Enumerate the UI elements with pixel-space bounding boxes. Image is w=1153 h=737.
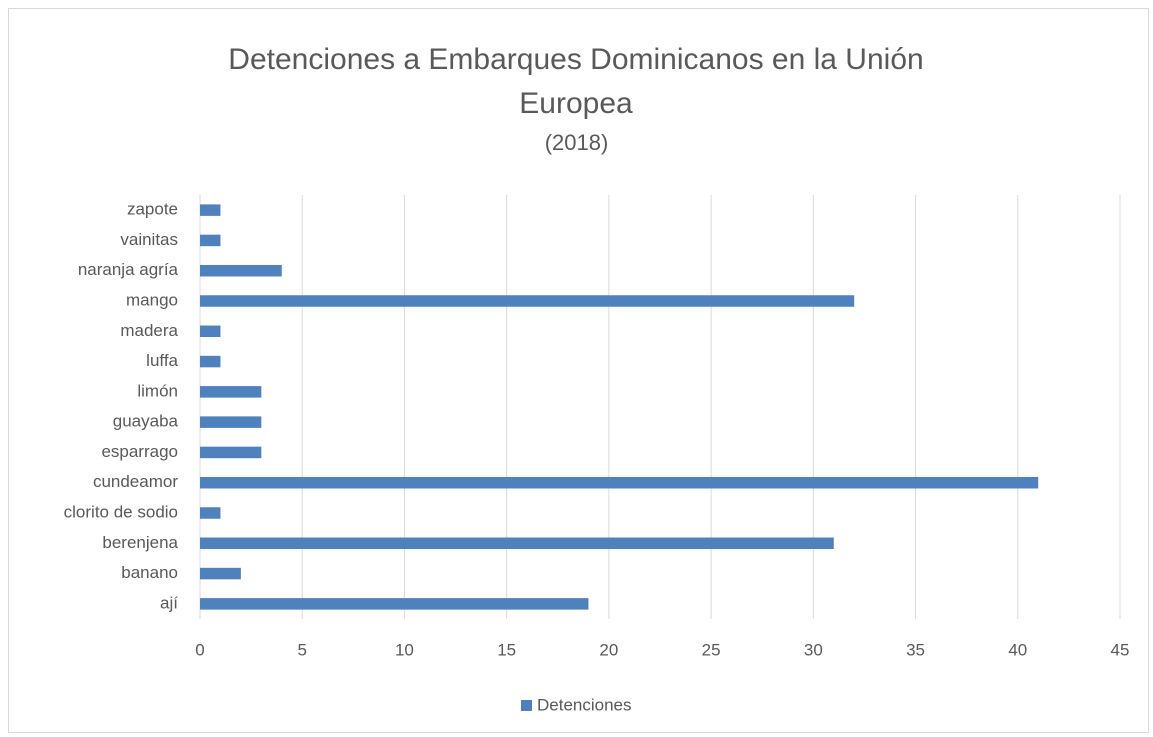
bar	[200, 234, 221, 247]
y-tick-label: esparrago	[101, 442, 178, 461]
x-tick-label: 30	[804, 640, 823, 659]
y-tick-label: limón	[137, 381, 178, 400]
bar	[200, 416, 262, 428]
x-tick-label: 25	[702, 640, 721, 659]
chart-subtitle: (2018)	[544, 130, 609, 155]
bar	[200, 295, 855, 307]
y-tick-label: clorito de sodio	[64, 502, 178, 521]
x-tick-label: 10	[395, 640, 414, 659]
x-tick-label: 0	[195, 640, 204, 659]
x-tick-label: 40	[1008, 640, 1027, 659]
bar	[200, 446, 262, 459]
bar	[200, 507, 221, 519]
y-tick-label: mango	[126, 290, 178, 309]
y-tick-label: naranja agría	[78, 260, 179, 279]
bar	[200, 476, 1039, 489]
y-tick-label: zapote	[127, 200, 178, 219]
y-tick-label: banano	[121, 563, 178, 582]
x-tick-label: 15	[497, 640, 516, 659]
bar	[200, 264, 282, 277]
bar	[200, 598, 589, 610]
bar	[200, 386, 262, 398]
y-tick-label: cundeamor	[93, 472, 178, 491]
y-tick-label: vainitas	[120, 230, 178, 249]
x-tick-label: 35	[906, 640, 925, 659]
legend-label: Detenciones	[537, 695, 632, 714]
x-tick-label: 45	[1111, 640, 1130, 659]
x-tick-label: 5	[297, 640, 306, 659]
chart-title: Detenciones a Embarques Dominicanos en l…	[228, 43, 924, 120]
bar	[200, 567, 241, 580]
bar	[200, 204, 221, 216]
x-tick-label: 20	[599, 640, 618, 659]
bar	[200, 537, 834, 550]
y-tick-label: guayaba	[113, 412, 179, 431]
legend-swatch	[521, 700, 532, 711]
y-tick-label: berenjena	[102, 533, 178, 552]
y-tick-label: madera	[120, 321, 178, 340]
chart-border	[8, 8, 1149, 733]
bar	[200, 355, 221, 368]
y-tick-label: luffa	[146, 351, 178, 370]
y-tick-label: ají	[160, 593, 178, 612]
bar	[200, 325, 221, 338]
